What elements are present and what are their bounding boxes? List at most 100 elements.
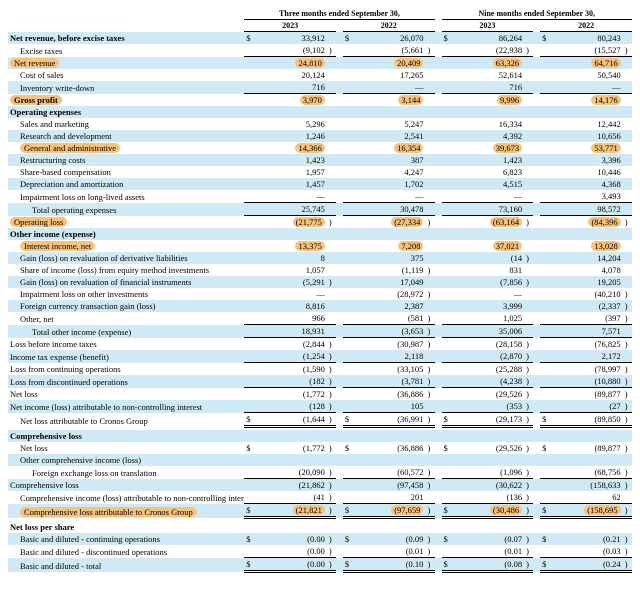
table-row: Gain (loss) on revaluation of financial … [8, 276, 632, 288]
currency-symbol [540, 57, 554, 70]
paren [425, 32, 434, 45]
cell-value: (36,886 [357, 442, 426, 454]
cell-value: 3,144 [357, 94, 426, 107]
paren [524, 203, 533, 216]
currency-symbol [442, 479, 456, 492]
row-label: Restructuring costs [8, 154, 244, 166]
cell-value: (97,659 [357, 504, 426, 518]
currency-symbol [540, 288, 554, 300]
paren: ) [327, 276, 336, 288]
paren: ) [524, 533, 533, 545]
paren [327, 252, 336, 264]
cell-value [357, 430, 426, 442]
cell-value: (15,527 [554, 44, 623, 57]
paren [327, 32, 336, 45]
currency-symbol [442, 228, 456, 240]
paren [623, 203, 632, 216]
cell-value: — [357, 81, 426, 94]
cell-value: 14,366 [258, 142, 327, 154]
cell-value: (4,238 [455, 375, 524, 388]
paren [623, 118, 632, 130]
table-row: Comprehensive income (loss) attributable… [8, 491, 632, 504]
paren: ) [524, 479, 533, 492]
cell-value: (0.00 [258, 545, 327, 558]
currency-symbol [343, 288, 357, 300]
cell-value: (21,775 [258, 216, 327, 229]
currency-symbol: $ [442, 504, 456, 518]
row-label: Depreciation and amortization [8, 178, 244, 190]
row-label: Net revenue, before excise taxes [8, 32, 244, 45]
currency-symbol [244, 479, 258, 492]
currency-symbol: $ [540, 558, 554, 572]
currency-symbol [244, 142, 258, 154]
currency-symbol [442, 240, 456, 252]
cell-value [554, 430, 623, 442]
currency-symbol [442, 118, 456, 130]
row-label: Excise taxes [8, 44, 244, 57]
row-label: Impairment loss on other investments [8, 288, 244, 300]
cell-value [554, 106, 623, 118]
col-2022b: 2022 [540, 20, 632, 32]
paren [623, 166, 632, 178]
currency-symbol [343, 190, 357, 203]
paren: ) [623, 363, 632, 376]
paren [524, 69, 533, 81]
paren [623, 94, 632, 107]
currency-symbol [540, 154, 554, 166]
cell-value: 80,243 [554, 32, 623, 45]
paren: ) [425, 363, 434, 376]
cell-value: 2,172 [554, 350, 623, 363]
cell-value: 7,208 [357, 240, 426, 252]
cell-value: 25,745 [258, 203, 327, 216]
cell-value: 1,423 [258, 154, 327, 166]
currency-symbol [244, 81, 258, 94]
table-row: Depreciation and amortization1,4571,7024… [8, 178, 632, 190]
paren: ) [623, 466, 632, 479]
cell-value: (136 [455, 491, 524, 504]
paren: ) [425, 312, 434, 325]
currency-symbol [540, 240, 554, 252]
period1-header: Three months ended September 30, [244, 8, 434, 20]
cell-value: — [357, 190, 426, 203]
table-row: Share of income (loss) from equity metho… [8, 264, 632, 276]
paren: ) [327, 558, 336, 572]
paren [425, 166, 434, 178]
paren: ) [623, 288, 632, 300]
paren [327, 118, 336, 130]
paren: ) [425, 533, 434, 545]
paren: ) [327, 491, 336, 504]
cell-value: (25,288 [455, 363, 524, 376]
paren: ) [524, 442, 533, 454]
paren [524, 325, 533, 338]
currency-symbol [244, 252, 258, 264]
currency-symbol [343, 94, 357, 107]
currency-symbol [343, 454, 357, 466]
cell-value: (1,772 [258, 442, 327, 454]
paren [425, 252, 434, 264]
paren [327, 288, 336, 300]
paren: ) [425, 338, 434, 351]
currency-symbol [540, 545, 554, 558]
row-label: Research and development [8, 130, 244, 142]
cell-value [455, 106, 524, 118]
paren [524, 130, 533, 142]
paren [327, 430, 336, 442]
table-row: Loss before income taxes(2,844)(30,987)(… [8, 338, 632, 351]
table-row: Other comprehensive income (loss) [8, 454, 632, 466]
currency-symbol [442, 142, 456, 154]
currency-symbol [442, 130, 456, 142]
paren [327, 166, 336, 178]
paren [327, 325, 336, 338]
currency-symbol [244, 350, 258, 363]
cell-value: 1,025 [455, 312, 524, 325]
currency-symbol [442, 57, 456, 70]
table-row: Basic and diluted - total$(0.00)$(0.10)$… [8, 558, 632, 572]
currency-symbol [442, 400, 456, 413]
currency-symbol [442, 276, 456, 288]
row-label: Loss before income taxes [8, 338, 244, 351]
row-label: Basic and diluted - continuing operation… [8, 533, 244, 545]
currency-symbol [540, 190, 554, 203]
paren: ) [327, 350, 336, 363]
row-label: Operating expenses [8, 106, 244, 118]
paren [524, 264, 533, 276]
